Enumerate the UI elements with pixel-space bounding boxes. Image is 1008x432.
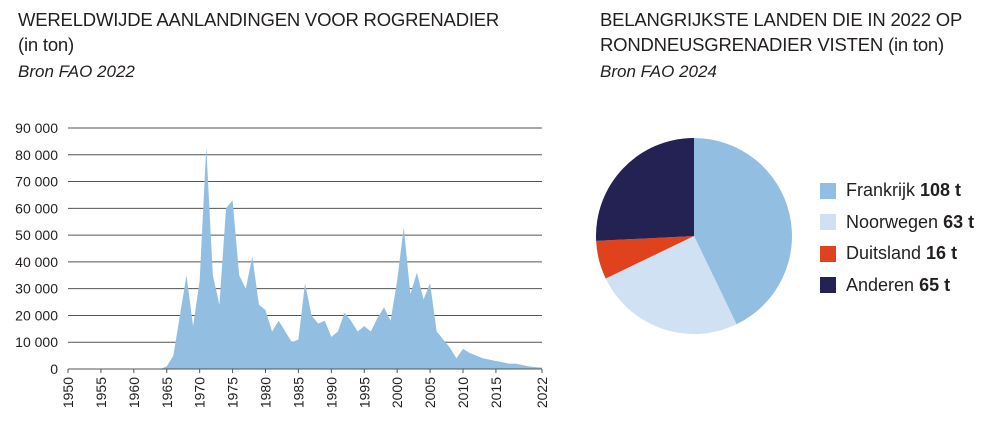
pie-chart-source: Bron FAO 2024 (600, 62, 717, 81)
x-tick-label: 1965 (159, 377, 175, 408)
area-chart-title: WERELDWIJDE AANLANDINGEN VOOR ROGRENADIE… (18, 7, 578, 57)
legend-swatch (820, 182, 836, 199)
pie-slice-duitsland (596, 236, 694, 279)
x-tick-label: 1975 (225, 377, 241, 408)
landings-area-series (68, 146, 542, 369)
y-tick-label: 20 000 (15, 307, 58, 323)
y-tick-label: 40 000 (15, 254, 58, 270)
y-tick-label: 0 (50, 361, 58, 377)
x-tick-label: 1990 (323, 377, 339, 408)
pie-slice-frankrijk (694, 138, 792, 325)
legend-item-frankrijk: Frankrijk 108 t (820, 175, 974, 207)
legend-value: 63 t (943, 211, 975, 232)
area-chart-title-text: WERELDWIJDE AANLANDINGEN VOOR ROGRENADIE… (18, 9, 500, 30)
x-tick-label: 1980 (258, 377, 274, 408)
x-tick-label: 1950 (60, 377, 76, 408)
y-tick-label: 80 000 (15, 147, 58, 163)
legend-item-duitsland: Duitsland 16 t (820, 238, 974, 270)
x-tick-label: 1955 (93, 377, 109, 408)
pie-chart-title-text: BELANGRIJKSTE LANDEN DIE IN 2022 OP ROND… (600, 9, 962, 55)
legend-label: Frankrijk (846, 180, 916, 201)
legend-value: 65 t (919, 274, 951, 295)
pie-legend: Frankrijk 108 t Noorwegen 63 t Duitsland 16 t… (820, 175, 974, 301)
x-tick-label: 2000 (389, 377, 405, 408)
y-tick-label: 10 000 (15, 334, 58, 350)
pie-slice-anderen (596, 138, 694, 241)
x-tick-label: 2005 (422, 377, 438, 408)
x-tick-label: 2022 (534, 377, 550, 408)
area-chart: 0 10 000 20 000 30 000 40 000 50 000 60 000 70 … (15, 120, 550, 408)
legend-swatch (820, 277, 836, 294)
legend-label: Noorwegen (846, 211, 939, 232)
x-tick-label: 2010 (455, 377, 471, 408)
pie-chart (596, 138, 792, 334)
legend-value: 16 t (926, 243, 958, 264)
legend-item-noorwegen: Noorwegen 63 t (820, 207, 974, 239)
y-tick-label: 50 000 (15, 227, 58, 243)
y-tick-label: 30 000 (15, 281, 58, 297)
area-chart-unit: (in ton) (18, 34, 74, 55)
legend-label: Anderen (846, 274, 915, 295)
pie-slice-noorwegen (605, 236, 737, 334)
area-chart-source: Bron FAO 2022 (18, 62, 135, 81)
x-tick-label: 1985 (290, 377, 306, 408)
y-tick-label: 90 000 (15, 120, 58, 136)
x-tick-label: 1960 (126, 377, 142, 408)
pie-chart-title: BELANGRIJKSTE LANDEN DIE IN 2022 OP ROND… (600, 7, 1000, 57)
x-tick-label: 1995 (356, 377, 372, 408)
legend-label: Duitsland (846, 243, 922, 264)
legend-item-anderen: Anderen 65 t (820, 270, 974, 302)
y-tick-label: 70 000 (15, 174, 58, 190)
legend-value: 108 t (920, 180, 962, 201)
pie-chart-unit: (in ton) (887, 34, 944, 55)
legend-swatch (820, 245, 836, 262)
y-tick-label: 60 000 (15, 200, 58, 216)
legend-swatch (820, 214, 836, 231)
x-tick-label: 2015 (488, 377, 504, 408)
x-tick-label: 1970 (192, 377, 208, 408)
